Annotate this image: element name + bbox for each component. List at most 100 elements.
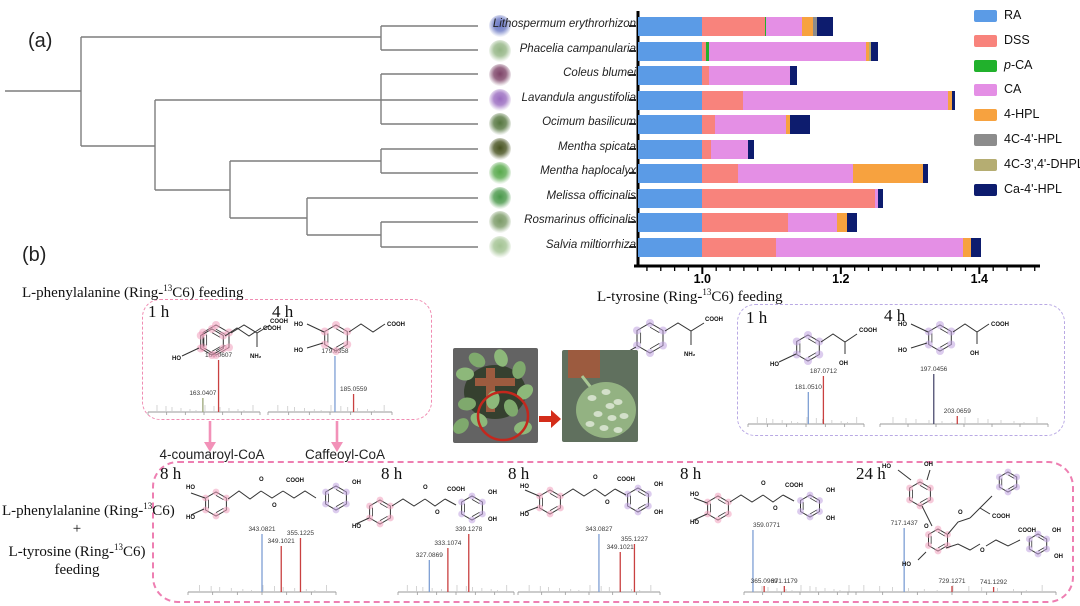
c13-label-dot <box>806 513 814 521</box>
peak-label: 203.0659 <box>944 408 971 415</box>
atom-label: HO <box>186 485 195 491</box>
c13-label-dot <box>556 504 564 512</box>
bond-line <box>181 347 200 357</box>
highlight-circle-icon <box>476 390 530 442</box>
structure-coumaroyl-dihydroxyphenyllactate: HO O O COOH OH OH <box>352 485 497 530</box>
c13-label-dot <box>916 502 924 510</box>
c13-label-dot <box>624 490 632 498</box>
double-bond <box>549 505 558 511</box>
bond-line <box>693 513 708 521</box>
pot-stake-icon <box>486 368 495 412</box>
c13-label-dot <box>634 508 642 516</box>
atom-label: O <box>924 524 929 530</box>
c13-label-dot <box>386 502 394 510</box>
atom-label: NH₂ <box>250 354 262 360</box>
atom-label: O <box>605 500 610 506</box>
bar-segment-Ca-4'-HPL <box>847 213 858 232</box>
c13-label-dot <box>219 344 228 353</box>
atom-label: COOH <box>286 478 304 484</box>
bar-segment-p-CA <box>706 42 709 61</box>
peak-label: 185.0559 <box>340 386 367 393</box>
c13-label-dot <box>792 337 801 346</box>
atom-label: OH <box>352 480 361 486</box>
atom-label: OH <box>924 462 933 468</box>
c13-label-dot <box>816 508 823 515</box>
species-label: Lavandula angustifolia <box>521 92 636 104</box>
atom-label: OH <box>970 351 979 357</box>
c13-label-dot <box>792 350 801 359</box>
atom-label: OH <box>488 517 497 523</box>
leaf-icon <box>512 361 526 379</box>
legend-label-4C-4'-HPL: 4C-4'-HPL <box>1004 132 1062 146</box>
bond-line <box>945 543 981 551</box>
atom-label: O <box>980 548 985 554</box>
double-bond <box>807 352 817 358</box>
atom-label: O <box>259 477 264 483</box>
c13-label-dot <box>646 319 654 327</box>
c13-label-dot <box>212 488 220 496</box>
atom-label: OH <box>839 361 848 367</box>
c13-label-dot <box>208 351 216 359</box>
c13-label-dot <box>906 496 914 504</box>
c13-label-dot <box>343 340 352 349</box>
c13-label-dot <box>644 502 652 510</box>
double-bond <box>919 485 928 491</box>
atom-label: COOH <box>859 328 877 334</box>
atom-label: HO <box>898 322 907 328</box>
c13-label-dot <box>924 340 933 349</box>
c13-label-dot <box>797 497 804 504</box>
bond-line <box>355 517 370 525</box>
peak-label: 349.1021 <box>268 538 295 545</box>
double-bond <box>1007 474 1015 479</box>
bar-segment-RA <box>638 115 703 134</box>
c13-label-dot <box>1013 473 1021 481</box>
atom-label: COOH <box>387 322 405 328</box>
c13-label-dot <box>1004 468 1012 476</box>
species-label: Ocimum basilicum <box>542 116 636 128</box>
double-bond <box>919 497 928 503</box>
bond-line <box>306 323 325 333</box>
double-bond <box>215 507 224 513</box>
c13-label-dot <box>995 473 1003 481</box>
c13-label-dot <box>332 347 340 355</box>
atom-label: HO <box>690 520 699 526</box>
double-bond <box>549 493 558 499</box>
atom-label: NH₂ <box>684 352 696 358</box>
c13-label-dot <box>386 514 394 522</box>
bond-line <box>614 488 627 496</box>
bond-line <box>190 508 205 516</box>
c13-label-dot <box>478 510 486 518</box>
atom-label: COOH <box>447 487 465 493</box>
c13-label-dot <box>936 347 944 355</box>
bar-segment-CA <box>710 140 749 159</box>
species-label: Salvia miltiorrhiza <box>545 239 636 251</box>
leaf-icon <box>494 349 508 367</box>
legend-swatch-DSS <box>974 34 997 47</box>
bar-segment-4-HPL <box>837 213 848 232</box>
legend-swatch-4C-3',4'-DHPL <box>974 158 997 171</box>
mass-spectrum-fed-8h-2: 327.0869 333.1074 339.1278 <box>397 526 515 595</box>
atom-label: OH <box>654 510 663 516</box>
double-bond <box>717 511 726 517</box>
bar-segment-RA <box>638 238 703 257</box>
mass-spectrum-fed-24h: 717.1437 729.1271 741.1292 <box>847 520 1057 595</box>
combined-feeding-label: L-phenylalanine (Ring-13C6) + L-tyrosine (… <box>2 497 175 579</box>
peak-label: 197.0456 <box>920 366 947 373</box>
double-bond <box>937 531 946 537</box>
c13-label-dot <box>925 542 932 549</box>
bond-line <box>594 488 616 497</box>
double-bond <box>637 503 646 509</box>
atom-label: HO <box>770 362 779 368</box>
c13-label-dot <box>366 514 374 522</box>
structure-caffeoyl-4-hydroxyphenyllactate: HO HO O O COOH OH <box>186 477 361 521</box>
double-bond <box>1007 485 1015 490</box>
bond-line <box>969 495 993 519</box>
double-bond <box>809 497 818 503</box>
atom-label: COOH <box>617 477 635 483</box>
double-bond <box>649 326 660 333</box>
c13-label-dot <box>797 508 804 515</box>
bond-line <box>391 498 426 507</box>
plant-image-2 <box>489 40 511 62</box>
bar-segment-4-HPL <box>866 42 870 61</box>
structure-caffeic-acid: HO HO COOH <box>294 321 405 355</box>
